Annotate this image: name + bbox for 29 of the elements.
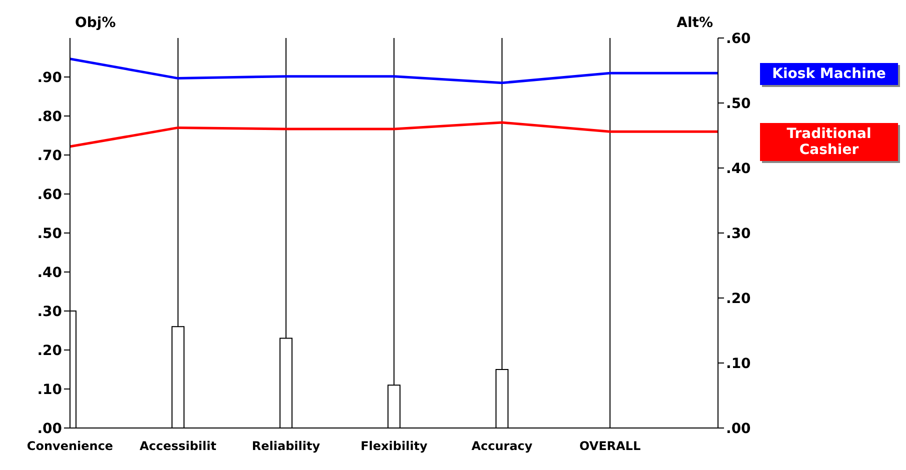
y2-tick-label: .30 — [726, 226, 752, 242]
y-tick-label: .10 — [37, 382, 62, 398]
y2-tick-label: .40 — [726, 160, 752, 177]
y-tick-label: .60 — [37, 186, 62, 203]
y2-tick-label: .50 — [726, 96, 752, 112]
y-tick-label: .30 — [37, 304, 62, 320]
y-tick-label: .90 — [37, 70, 62, 86]
y-tick-label: .40 — [37, 264, 62, 281]
line-series — [70, 58, 718, 84]
x-tick-label: Accessibilit — [140, 439, 217, 453]
y-tick-label: .50 — [37, 226, 62, 242]
x-tick-label: Convenience — [26, 439, 114, 453]
y-axis-title: Obj% — [75, 14, 116, 31]
text: Traditional Cashier — [760, 123, 898, 161]
y-tick-label: .80 — [37, 108, 62, 125]
x-tick-label: OVERALL — [579, 439, 641, 453]
x-tick-label: Accuracy — [471, 439, 533, 453]
text: Kiosk Machine — [760, 63, 898, 85]
line-series — [70, 121, 718, 148]
x-tick-label: Reliability — [252, 439, 320, 453]
y2-tick-label: .20 — [726, 290, 752, 307]
y2-tick-label: .60 — [726, 30, 752, 47]
y-tick-label: .00 — [37, 420, 62, 437]
y2-axis-title: Alt% — [676, 14, 713, 31]
x-tick-label: Flexibility — [360, 439, 428, 453]
y-tick-label: .20 — [37, 342, 62, 359]
y2-tick-label: .00 — [726, 420, 752, 437]
y-tick-label: .70 — [37, 148, 62, 164]
y2-tick-label: .10 — [726, 356, 752, 372]
